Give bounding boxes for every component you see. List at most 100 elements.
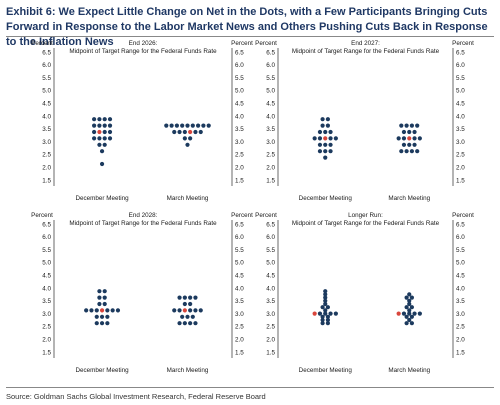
dot xyxy=(89,308,94,313)
y-tick-label-right: 1.5 xyxy=(456,177,465,184)
dot xyxy=(312,136,317,141)
y-tick-label-left: 5.0 xyxy=(42,88,51,95)
dot xyxy=(107,117,113,122)
y-tick-label-left: 2.5 xyxy=(266,152,275,159)
y-tick-label-left: 2.5 xyxy=(42,324,51,331)
y-tick-label-right: 4.0 xyxy=(456,113,465,120)
exhibit-title: Exhibit 6: We Expect Little Change on Ne… xyxy=(6,6,488,48)
dot xyxy=(325,314,330,319)
dot-plot-panel-3: 1.5 1.5 2.0 2.0 2.5 2.5 3.0 3.0 3.5 3.5 4.0 4.0 4.5 4… xyxy=(31,212,253,374)
y-tick-label-right: 3.0 xyxy=(456,311,465,318)
dot xyxy=(182,295,187,300)
dot xyxy=(99,321,105,326)
dot xyxy=(328,136,333,141)
panel-subtitle: Midpoint of Target Range for the Federal… xyxy=(69,220,217,227)
y-tick-label-right: 3.5 xyxy=(456,126,465,133)
dot xyxy=(417,136,422,141)
dot xyxy=(97,289,102,294)
dot xyxy=(333,136,338,141)
y-tick-label-left: 3.5 xyxy=(266,298,275,305)
y-tick-label-left: 4.0 xyxy=(266,285,275,292)
y-tick-label-left: 4.0 xyxy=(266,113,275,120)
dot xyxy=(102,289,107,294)
y-tick-label-left: 5.0 xyxy=(266,88,275,95)
dot xyxy=(323,129,328,135)
dot xyxy=(102,117,107,122)
y-tick-label-left: 6.5 xyxy=(42,49,51,56)
panel-title: End 2028: xyxy=(129,212,158,219)
dot xyxy=(325,123,330,128)
y-tick-label-right: 4.0 xyxy=(235,113,244,120)
dot xyxy=(399,123,404,128)
dot xyxy=(180,314,185,319)
dot xyxy=(190,123,195,128)
dot xyxy=(196,123,201,128)
dot xyxy=(97,136,102,141)
y-tick-label-right: 3.0 xyxy=(235,139,244,146)
dot xyxy=(185,123,190,128)
dot xyxy=(182,136,187,141)
y-tick-label-right: 3.0 xyxy=(456,139,465,146)
y-tick-label-right: 6.0 xyxy=(456,234,465,241)
panel-title: Longer Run: xyxy=(348,212,383,219)
dot xyxy=(177,295,182,300)
y-tick-label-left: 3.0 xyxy=(266,311,275,318)
dot-plot-row-bottom: 1.5 1.5 2.0 2.0 2.5 2.5 3.0 3.0 3.5 3.5 4.0 4.0 4.5 4… xyxy=(31,212,474,374)
panel-title: End 2027: xyxy=(351,40,380,47)
dot xyxy=(409,149,414,154)
dot xyxy=(323,308,328,313)
y-tick-label-right: 2.0 xyxy=(235,337,244,344)
y-tick-label-right: 5.0 xyxy=(235,88,244,95)
dot xyxy=(99,314,105,319)
dot xyxy=(201,123,206,128)
dot xyxy=(317,142,323,147)
y-tick-label-right: 4.5 xyxy=(235,273,244,280)
dot xyxy=(325,317,330,323)
y-tick-label-left: 1.5 xyxy=(42,177,51,184)
y-tick-label-left: 2.0 xyxy=(266,165,275,172)
median-dot xyxy=(312,311,317,316)
dot xyxy=(177,129,182,135)
y-tick-label-right: 3.5 xyxy=(235,298,244,305)
y-tick-label-left: 4.5 xyxy=(42,273,51,280)
dot xyxy=(407,142,412,147)
dot xyxy=(102,301,107,307)
dot xyxy=(404,314,409,319)
dot xyxy=(102,129,107,135)
dot xyxy=(323,311,328,316)
dot xyxy=(407,292,412,297)
y-tick-label-left: 6.5 xyxy=(266,49,275,56)
y-tick-label-left: 1.5 xyxy=(266,349,275,356)
dot xyxy=(188,136,193,141)
dot xyxy=(317,129,323,135)
dot xyxy=(177,308,182,313)
y-tick-label-left: 4.5 xyxy=(266,101,275,108)
y-tick-label-left: 5.0 xyxy=(266,260,275,267)
dot xyxy=(177,321,182,326)
y-tick-label-right: 6.5 xyxy=(235,49,244,56)
dot xyxy=(407,129,412,135)
x-category-label: March Meeting xyxy=(167,367,209,374)
y-tick-label-left: 5.5 xyxy=(266,75,275,82)
dot-plot-panel-2: 1.5 1.5 2.0 2.0 2.5 2.5 3.0 3.0 3.5 3.5 4.0 4.0 4.5 4… xyxy=(255,40,474,202)
dot xyxy=(105,321,110,326)
dot xyxy=(409,321,414,326)
y-tick-label-left: 6.5 xyxy=(42,221,51,228)
dot xyxy=(180,123,185,128)
y-tick-label-left: 3.0 xyxy=(42,311,51,318)
dot xyxy=(407,298,412,303)
y-tick-label-right: 5.0 xyxy=(235,260,244,267)
x-category-label: December Meeting xyxy=(299,195,353,202)
y-tick-label-right: 3.0 xyxy=(235,311,244,318)
dot xyxy=(182,321,187,326)
dot xyxy=(401,129,407,135)
y-tick-label-right: 4.5 xyxy=(235,101,244,108)
y-tick-label-right: 4.5 xyxy=(456,273,465,280)
dot xyxy=(407,311,412,316)
dot-plot-panel-4: 1.5 1.5 2.0 2.0 2.5 2.5 3.0 3.0 3.5 3.5 4.0 4.0 4.5 4… xyxy=(255,212,474,374)
median-dot xyxy=(99,308,105,313)
y-tick-label-left: 4.5 xyxy=(42,101,51,108)
y-tick-label-right: 5.5 xyxy=(235,75,244,82)
dot xyxy=(325,321,330,326)
y-tick-label-left: 4.0 xyxy=(42,285,51,292)
